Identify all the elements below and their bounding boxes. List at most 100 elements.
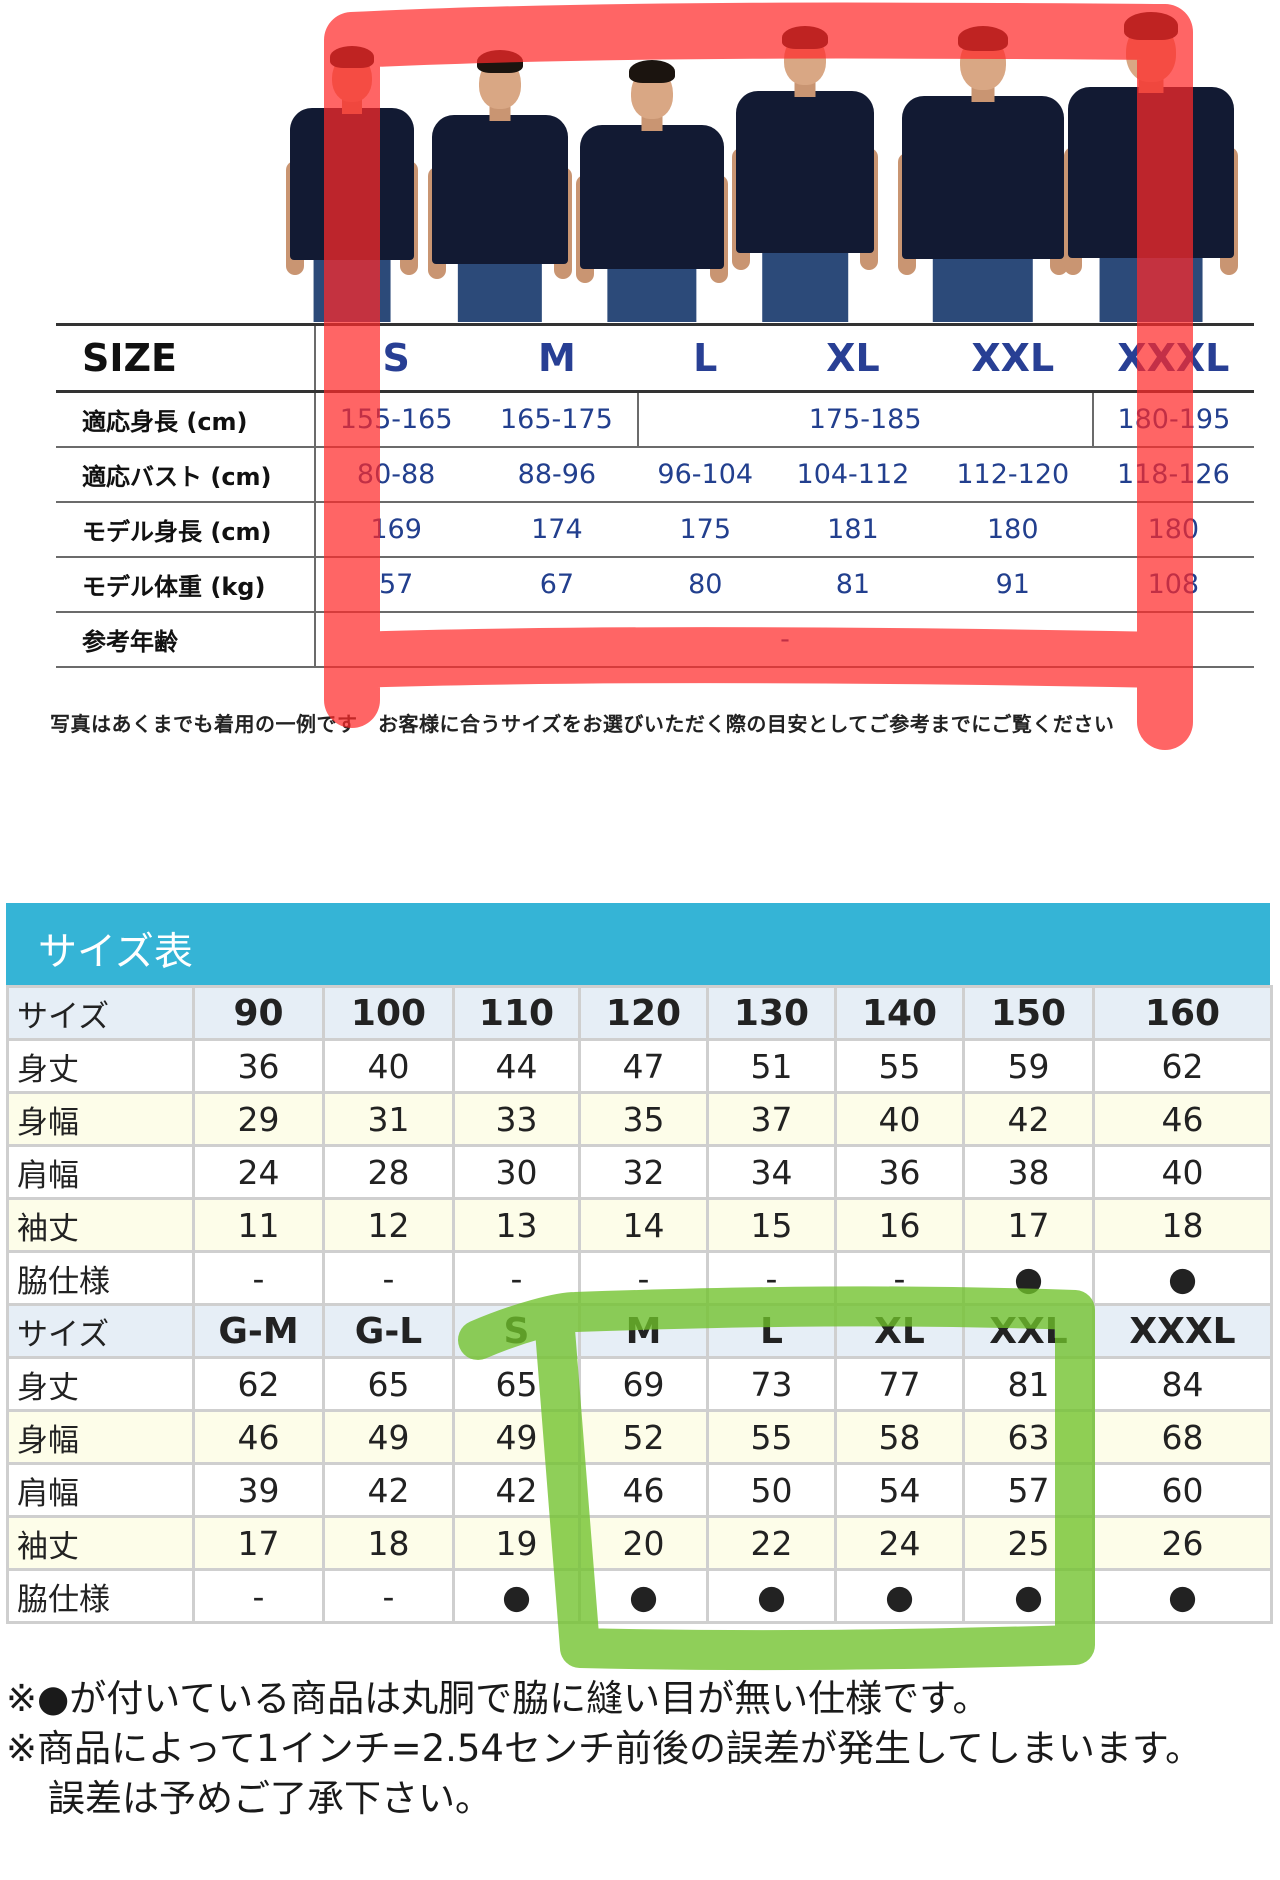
size-table-title: サイズ表: [38, 930, 193, 975]
size-guide-row-model-height: モデル身長 (cm) 169 174 175 181 180 180: [56, 502, 1254, 558]
size-table-row-label: 肩幅: [6, 1144, 195, 1200]
size-guide-size-xxl: XXL: [932, 323, 1093, 393]
size-guide-row-height-range: 適応身長 (cm) 155-165 165-175 175-185 180-19…: [56, 391, 1254, 448]
size-table-cell: 55: [834, 1038, 965, 1094]
size-table-row-label: 脇仕様: [6, 1250, 195, 1306]
size-table-cell: XXL: [962, 1303, 1095, 1359]
size-table-cell: XL: [834, 1303, 965, 1359]
size-guide-row-bust: 適応バスト (cm) 80-88 88-96 96-104 104-112 11…: [56, 447, 1254, 503]
size-table-cell: 35: [578, 1091, 709, 1147]
size-guide-cell: 80: [637, 557, 773, 613]
size-guide-cell: 180: [932, 502, 1093, 558]
size-table-cell: L: [706, 1303, 837, 1359]
size-table-cell: 17: [192, 1515, 325, 1571]
size-table-cell: -: [192, 1250, 325, 1306]
size-table-cell: 54: [834, 1462, 965, 1518]
size-table-cell: -: [706, 1250, 837, 1306]
size-table-cell: 42: [962, 1091, 1095, 1147]
table-row: 身丈 62 65 65 69 73 77 81 84: [6, 1356, 1273, 1412]
size-table-header-bar: サイズ表: [6, 903, 1270, 985]
size-table-cell: 57: [962, 1462, 1095, 1518]
size-table-cell: 63: [962, 1409, 1095, 1465]
size-table-row-label: 身幅: [6, 1409, 195, 1465]
size-table-cell: 160: [1092, 985, 1273, 1041]
size-table-row-label: 袖丈: [6, 1197, 195, 1253]
model-figure: [286, 46, 418, 322]
size-guide-cell: 155-165: [315, 391, 477, 448]
size-guide-cell: 175: [637, 502, 773, 558]
size-guide-cell: 165-175: [476, 391, 639, 448]
size-guide-cell: 91: [932, 557, 1093, 613]
size-table-cell: 11: [192, 1197, 325, 1253]
size-guide-cell: 112-120: [932, 447, 1093, 503]
size-guide-cell: 108: [1092, 557, 1254, 613]
table-row: 袖丈 11 12 13 14 15 16 17 18: [6, 1197, 1273, 1253]
model-figure: [898, 26, 1068, 322]
size-table-cell: 36: [192, 1038, 325, 1094]
size-table-cell: 32: [578, 1144, 709, 1200]
table-row: 脇仕様 - - - - - - ● ●: [6, 1250, 1273, 1306]
size-table-cell: -: [452, 1250, 581, 1306]
size-guide-cell: 67: [476, 557, 638, 613]
size-table-cell: 150: [962, 985, 1095, 1041]
size-guide-cell: 104-112: [773, 447, 933, 503]
size-table-cell: 60: [1092, 1462, 1273, 1518]
size-table-cell: 130: [706, 985, 837, 1041]
size-table-cell: 69: [578, 1356, 709, 1412]
table-row: 脇仕様 - - ● ● ● ● ● ●: [6, 1568, 1273, 1624]
size-guide-cell: 180: [1092, 502, 1254, 558]
size-guide-cell: -: [315, 612, 1254, 668]
size-table-cell: 42: [452, 1462, 581, 1518]
size-table-cell: 17: [962, 1197, 1095, 1253]
size-guide-cell: 96-104: [637, 447, 773, 503]
size-guide-size-m: M: [476, 323, 638, 393]
size-table-cell: 14: [578, 1197, 709, 1253]
size-table-cell: 47: [578, 1038, 709, 1094]
size-table-row-label: 肩幅: [6, 1462, 195, 1518]
size-guide-size-s: S: [315, 323, 477, 393]
size-table-cell: 49: [452, 1409, 581, 1465]
size-table-cell: S: [452, 1303, 581, 1359]
size-table-cell: 13: [452, 1197, 581, 1253]
size-table-cell: 37: [706, 1091, 837, 1147]
size-table-cell: ●: [1092, 1568, 1273, 1624]
size-table-cell: 18: [1092, 1197, 1273, 1253]
size-table-cell: 30: [452, 1144, 581, 1200]
size-table-cell: 100: [322, 985, 455, 1041]
size-table-cell: 46: [192, 1409, 325, 1465]
size-table-cell: -: [322, 1250, 455, 1306]
size-guide-row-label: 参考年齢: [56, 612, 316, 668]
size-table-cell: 36: [834, 1144, 965, 1200]
size-table-cell: -: [578, 1250, 709, 1306]
size-table-cell: 42: [322, 1462, 455, 1518]
size-table-cell: ●: [834, 1568, 965, 1624]
table-row: 身幅 46 49 49 52 55 58 63 68: [6, 1409, 1273, 1465]
size-table-cell: 20: [578, 1515, 709, 1571]
size-table-cell: 26: [1092, 1515, 1273, 1571]
size-guide-cell: 118-126: [1092, 447, 1254, 503]
size-guide-header-row: SIZE S M L XL XXL XXXL: [56, 323, 1254, 393]
size-table-cell: ●: [706, 1568, 837, 1624]
size-table-cell: 24: [192, 1144, 325, 1200]
size-guide-cell: 80-88: [315, 447, 477, 503]
model-figure: [1064, 12, 1238, 322]
size-table-cell: 19: [452, 1515, 581, 1571]
size-table-cell: M: [578, 1303, 709, 1359]
size-table-cell: 31: [322, 1091, 455, 1147]
size-table-cell: 15: [706, 1197, 837, 1253]
table-row: 身丈 36 40 44 47 51 55 59 62: [6, 1038, 1273, 1094]
size-table-cell: 73: [706, 1356, 837, 1412]
size-table-cell: 46: [578, 1462, 709, 1518]
size-table-cell: 18: [322, 1515, 455, 1571]
size-table-cell: 55: [706, 1409, 837, 1465]
size-table-cell: 22: [706, 1515, 837, 1571]
size-guide-row-model-weight: モデル体重 (kg) 57 67 80 81 91 108: [56, 557, 1254, 613]
table-row: 身幅 29 31 33 35 37 40 42 46: [6, 1091, 1273, 1147]
size-table-cell: 49: [322, 1409, 455, 1465]
size-table-row-label: 袖丈: [6, 1515, 195, 1571]
size-guide-cell: 81: [773, 557, 933, 613]
footnote-line: 誤差は予めご了承下さい。: [48, 1777, 492, 1820]
size-guide-row-label: モデル体重 (kg): [56, 557, 316, 613]
size-table-row-label: サイズ: [6, 1303, 195, 1359]
size-table-cell: XXXL: [1092, 1303, 1273, 1359]
